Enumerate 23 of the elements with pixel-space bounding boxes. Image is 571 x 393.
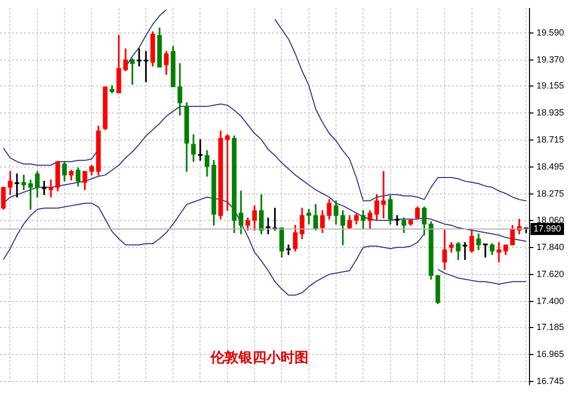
y-tick-label: 16.745 (536, 376, 564, 386)
y-tick-label: 17.185 (536, 322, 564, 332)
y-tick-label: 18.060 (536, 214, 564, 225)
y-tick-label: 17.400 (536, 296, 564, 306)
candlestick (286, 244, 291, 256)
y-tick-label: 18.495 (536, 162, 564, 172)
y-tick-label: 17.620 (536, 268, 564, 279)
text: 伦敦银四小时图 (210, 349, 309, 366)
y-tick-label: 19.590 (536, 27, 564, 38)
candlestick (381, 171, 386, 218)
y-tick-label: 16.965 (536, 349, 564, 360)
y-tick-label: 17.840 (536, 242, 564, 252)
candlestick (496, 242, 502, 262)
y-tick-label: 19.370 (536, 54, 564, 64)
y-tick-label: 18.935 (536, 108, 564, 118)
y-tick-label: 18.715 (536, 134, 564, 145)
y-tick-label: 19.155 (536, 80, 564, 91)
y-tick-label: 18.275 (536, 188, 564, 199)
candlestick (144, 50, 148, 82)
ref-line-label: 17.990 (533, 223, 562, 234)
candlestick (462, 242, 468, 260)
candlestick (28, 180, 33, 210)
candlestick (14, 174, 20, 198)
